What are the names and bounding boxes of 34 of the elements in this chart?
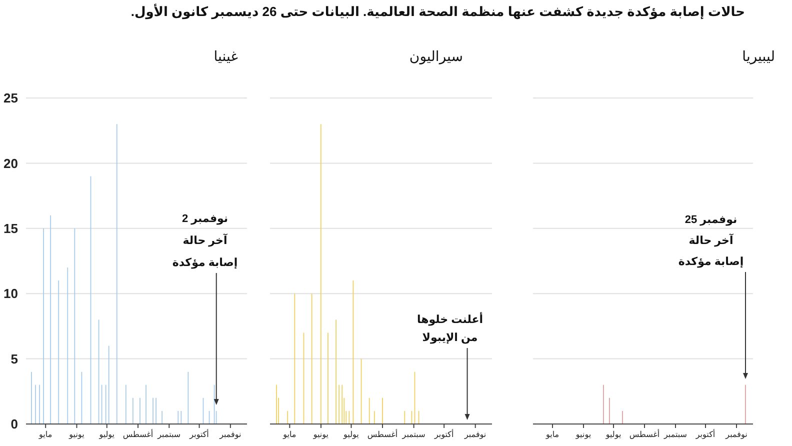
x-tick-label: سبتمبر bbox=[401, 430, 426, 439]
y-tick-label: 15 bbox=[4, 221, 18, 236]
x-tick-label: يوليو bbox=[604, 430, 622, 439]
text: حالات إصابة مؤكدة جديدة كشفت عنها منظمة الصحة العالمية. البيانات حتى 26 ديسمبر كانون الأول. bbox=[130, 4, 745, 20]
annotation: 25 نوفمبر آخر حالة إصابة مؤكدة bbox=[677, 212, 745, 270]
x-tick-label: نوفمبر bbox=[724, 430, 748, 439]
x-tick-label: يوليو bbox=[342, 430, 359, 439]
x-tick-label: أغسطس bbox=[629, 429, 660, 439]
x-tick-label: يونيو bbox=[312, 430, 329, 439]
y-tick-label: 10 bbox=[4, 286, 18, 302]
x-tick-label: سبتمبر bbox=[156, 430, 181, 439]
x-tick-label: أغسطس bbox=[367, 429, 398, 439]
y-tick-label: 25 bbox=[4, 90, 18, 106]
x-tick-label: مايو bbox=[38, 430, 52, 439]
y-tick-label: 20 bbox=[4, 156, 18, 171]
x-tick-label: يوليو bbox=[98, 430, 115, 439]
chart-title: سيراليون bbox=[409, 48, 463, 65]
x-tick-label: مايو bbox=[282, 430, 296, 439]
x-tick-label: يونيو bbox=[574, 430, 592, 439]
x-tick-label: مايو bbox=[544, 430, 560, 439]
x-tick-label: يونيو bbox=[68, 430, 84, 439]
y-tick-label: 5 bbox=[10, 351, 18, 366]
chart-title: ليبيريا bbox=[742, 48, 775, 65]
chart-title: غينيا bbox=[214, 48, 238, 65]
x-tick-label: نوفمبر bbox=[218, 430, 242, 439]
annotation: أعلنت خلوها من الإيبولا bbox=[416, 311, 484, 346]
x-tick-label: أكتوبر bbox=[188, 429, 209, 439]
x-tick-label: نوفمبر bbox=[464, 430, 486, 439]
x-tick-label: أكتوبر bbox=[694, 429, 716, 439]
x-tick-label: أغسطس bbox=[122, 429, 154, 439]
x-tick-label: أكتوبر bbox=[433, 429, 454, 439]
y-tick-label: 0 bbox=[10, 416, 18, 432]
annotation: 2 نوفمبر آخر حالة إصابة مؤكدة bbox=[171, 212, 239, 271]
x-tick-label: سبتمبر bbox=[663, 430, 688, 439]
